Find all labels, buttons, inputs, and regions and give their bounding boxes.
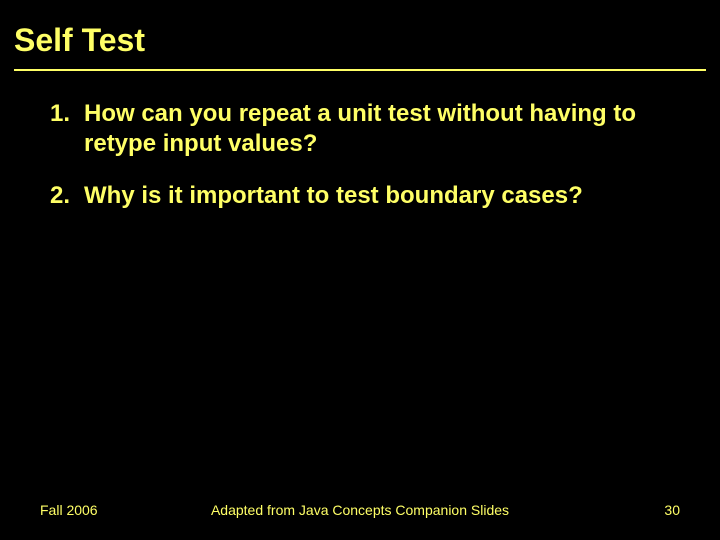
footer-center: Adapted from Java Concepts Companion Sli… bbox=[211, 502, 509, 518]
list-text: How can you repeat a unit test without h… bbox=[84, 99, 680, 159]
list-text: Why is it important to test boundary cas… bbox=[84, 181, 680, 211]
footer-right: 30 bbox=[664, 502, 680, 518]
list-number: 2. bbox=[40, 181, 84, 211]
slide-footer: Fall 2006 Adapted from Java Concepts Com… bbox=[0, 502, 720, 518]
list-item: 1. How can you repeat a unit test withou… bbox=[40, 99, 680, 159]
slide-title: Self Test bbox=[0, 0, 720, 69]
slide: Self Test 1. How can you repeat a unit t… bbox=[0, 0, 720, 540]
slide-body: 1. How can you repeat a unit test withou… bbox=[0, 71, 720, 211]
footer-left: Fall 2006 bbox=[40, 502, 98, 518]
list-item: 2. Why is it important to test boundary … bbox=[40, 181, 680, 211]
list-number: 1. bbox=[40, 99, 84, 159]
